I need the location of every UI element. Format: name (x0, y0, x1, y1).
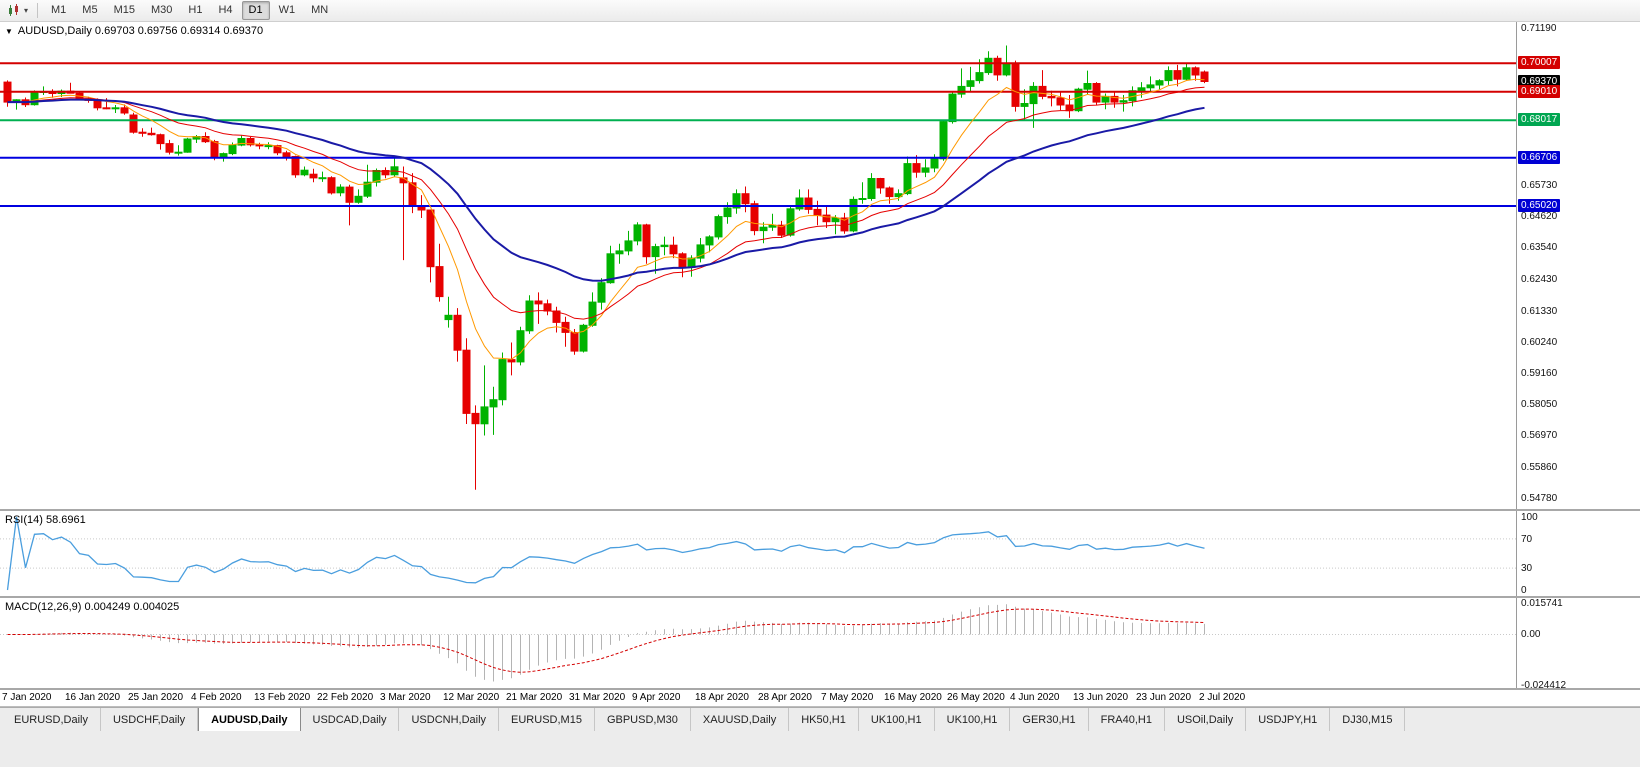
chart-tab-dj30-m15[interactable]: DJ30,M15 (1330, 708, 1406, 731)
chart-info: ▼ AUDUSD,Daily 0.69703 0.69756 0.69314 0… (5, 25, 263, 37)
macd-axis-label: 0.015741 (1521, 598, 1563, 609)
price-level-badge: 0.69370 (1518, 75, 1561, 88)
price-level-badge: 0.68017 (1518, 113, 1561, 126)
time-axis-label: 22 Feb 2020 (317, 692, 374, 703)
price-axis-label: 0.56970 (1521, 430, 1558, 441)
price-level-badge: 0.69010 (1518, 85, 1561, 98)
time-axis-label: 7 May 2020 (821, 692, 874, 703)
macd-axis-label: 0.00 (1521, 629, 1541, 640)
price-axis-label: 0.64620 (1521, 211, 1558, 222)
macd-axis[interactable]: 0.015741 0.00 -0.024412 (1516, 598, 1640, 691)
macd-canvas[interactable] (0, 598, 1516, 686)
rsi-axis[interactable]: 100 70 30 0 (1516, 511, 1640, 596)
chart-tab-eurusd-m15[interactable]: EURUSD,M15 (499, 708, 595, 731)
one-click-trading-toggle[interactable]: ▼ (5, 26, 13, 36)
price-axis-label: 0.58050 (1521, 399, 1558, 410)
price-axis-label: 0.62430 (1521, 274, 1558, 285)
macd-axis-label: -0.024412 (1521, 680, 1567, 691)
rsi-axis-label: 100 (1521, 512, 1538, 523)
chart-toolbar-button[interactable]: ▾ (4, 3, 32, 18)
price-axis-label: 0.55860 (1521, 462, 1558, 473)
time-axis-label: 18 Apr 2020 (695, 692, 749, 703)
chart-tab-uk100-h1[interactable]: UK100,H1 (934, 708, 1011, 731)
rsi-canvas[interactable] (0, 511, 1516, 594)
main-price-axis[interactable]: 0.71190 0.65730 0.64620 0.63540 0.62430 0.613… (1516, 22, 1640, 509)
timeframe-button-mn[interactable]: MN (311, 4, 329, 16)
time-axis-label: 4 Jun 2020 (1010, 692, 1060, 703)
time-axis-label: 3 Mar 2020 (380, 692, 431, 703)
time-axis-label: 13 Feb 2020 (254, 692, 311, 703)
rsi-axis-label: 70 (1521, 534, 1533, 545)
chart-tab-usdchf-daily[interactable]: USDCHF,Daily (100, 708, 199, 731)
time-axis-label: 9 Apr 2020 (632, 692, 681, 703)
time-axis-label: 13 Jun 2020 (1073, 692, 1129, 703)
time-axis-label: 31 Mar 2020 (569, 692, 626, 703)
price-axis-label: 0.59160 (1521, 368, 1558, 379)
price-axis-label: 0.61330 (1521, 306, 1558, 317)
chart-tab-uk100-h1[interactable]: UK100,H1 (858, 708, 935, 731)
timeframe-button-m5[interactable]: M5 (82, 4, 98, 16)
rsi-axis-label: 30 (1521, 563, 1533, 574)
price-level-badge: 0.66706 (1518, 151, 1561, 164)
chart-tab-hk50-h1[interactable]: HK50,H1 (789, 708, 859, 731)
price-axis-label: 0.63540 (1521, 242, 1558, 253)
timeframe-button-m1[interactable]: M1 (51, 4, 67, 16)
price-axis-label: 0.54780 (1521, 493, 1558, 504)
chart-tab-usoil-daily[interactable]: USOil,Daily (1164, 708, 1247, 731)
time-axis-label: 12 Mar 2020 (443, 692, 500, 703)
timeframe-button-m15[interactable]: M15 (113, 4, 135, 16)
macd-panel: MACD(12,26,9) 0.004249 0.004025 0.015741… (0, 598, 1640, 691)
timeframe-button-d1[interactable]: D1 (241, 1, 270, 20)
chart-tab-audusd-daily[interactable]: AUDUSD,Daily (198, 708, 301, 731)
rsi-axis-label: 0 (1521, 585, 1527, 596)
rsi-svg (0, 516, 1516, 591)
timeframes-toolbar: ▾ M1 M5 M15 M30 H1 H4 D1 W1 MN (0, 0, 1640, 22)
time-axis-label: 16 Jan 2020 (65, 692, 121, 703)
time-axis-label: 26 May 2020 (947, 692, 1005, 703)
timeframe-button-h1[interactable]: H1 (188, 4, 203, 16)
chart-tab-gbpusd-m30[interactable]: GBPUSD,M30 (594, 708, 691, 731)
toolbar-separator (37, 3, 39, 18)
chart-tab-usdcnh-daily[interactable]: USDCNH,Daily (399, 708, 500, 731)
timeframe-button-h4[interactable]: H4 (218, 4, 233, 16)
macd-svg (0, 604, 1516, 682)
price-level-badge: 0.70007 (1518, 56, 1561, 69)
time-axis-label: 16 May 2020 (884, 692, 942, 703)
chart-tab-bar: EURUSD,Daily USDCHF,Daily AUDUSD,Daily USDC… (0, 707, 1640, 731)
macd-label: MACD(12,26,9) 0.004249 0.004025 (5, 601, 180, 613)
chart-tab-xauusd-daily[interactable]: XAUUSD,Daily (690, 708, 790, 731)
main-chart-canvas[interactable] (0, 22, 1516, 507)
candlestick-chart-icon (9, 4, 18, 16)
price-level-badge: 0.65020 (1518, 199, 1561, 212)
chart-tab-ger30-h1[interactable]: GER30,H1 (1010, 708, 1089, 731)
chart-tab-usdjpy-h1[interactable]: USDJPY,H1 (1246, 708, 1331, 731)
time-axis[interactable]: 7 Jan 2020 16 Jan 2020 25 Jan 2020 4 Feb 20… (0, 690, 1640, 707)
chart-ohlc-info: AUDUSD,Daily 0.69703 0.69756 0.69314 0.6… (17, 25, 264, 37)
time-axis-label: 21 Mar 2020 (506, 692, 563, 703)
time-axis-label: 7 Jan 2020 (2, 692, 52, 703)
candles-svg (0, 45, 1516, 490)
main-chart-panel: ▼ AUDUSD,Daily 0.69703 0.69756 0.69314 0… (0, 22, 1640, 511)
timeframe-button-w1[interactable]: W1 (278, 4, 296, 16)
timeframe-buttons: M1 M5 M15 M30 H1 H4 D1 W1 MN (43, 1, 336, 20)
timeframe-button-m30[interactable]: M30 (150, 4, 173, 16)
chart-tab-eurusd-daily[interactable]: EURUSD,Daily (2, 708, 101, 731)
window-background (0, 731, 1640, 767)
time-axis-label: 2 Jul 2020 (1199, 692, 1246, 703)
chart-tab-usdcad-daily[interactable]: USDCAD,Daily (300, 708, 400, 731)
price-axis-label: 0.65730 (1521, 180, 1558, 191)
dropdown-caret-icon: ▾ (24, 6, 29, 15)
rsi-panel: RSI(14) 58.6961 100 70 30 0 (0, 511, 1640, 598)
price-axis-label: 0.71190 (1521, 23, 1557, 34)
rsi-label: RSI(14) 58.6961 (5, 514, 86, 526)
time-axis-label: 23 Jun 2020 (1136, 692, 1192, 703)
time-axis-label: 4 Feb 2020 (191, 692, 242, 703)
time-axis-label: 28 Apr 2020 (758, 692, 812, 703)
price-axis-label: 0.60240 (1521, 337, 1558, 348)
chart-tab-fra40-h1[interactable]: FRA40,H1 (1088, 708, 1165, 731)
time-axis-label: 25 Jan 2020 (128, 692, 184, 703)
